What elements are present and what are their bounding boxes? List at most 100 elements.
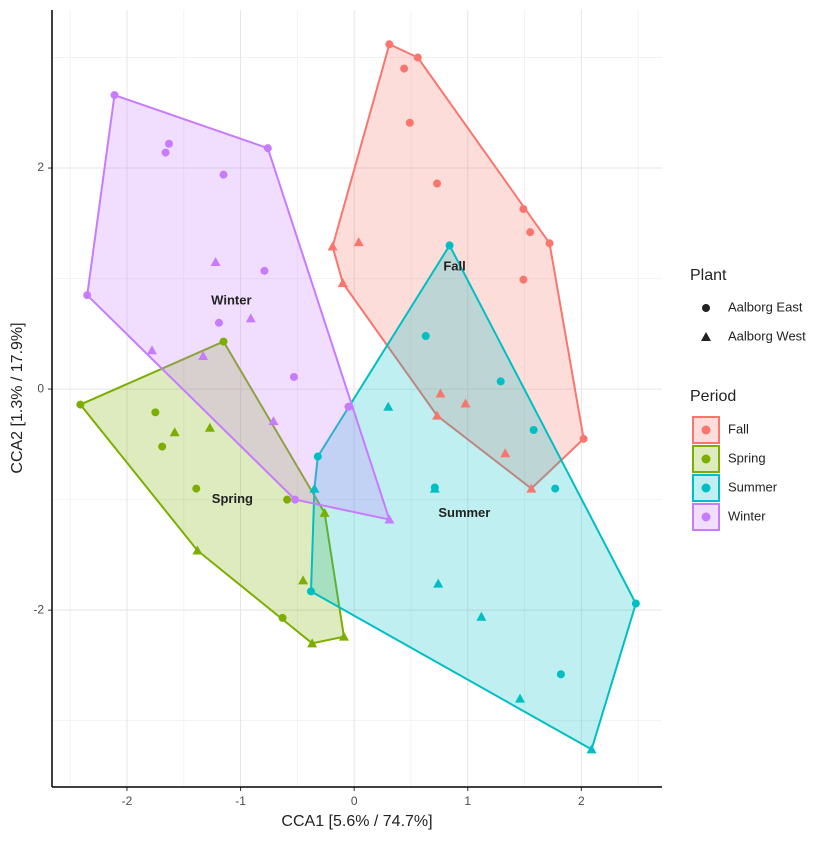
point xyxy=(110,91,119,100)
y-tick-label: 2 xyxy=(37,160,44,174)
x-tick-label: -1 xyxy=(235,794,246,808)
point xyxy=(327,241,338,251)
hulls xyxy=(78,42,637,751)
x-tick-label: -2 xyxy=(122,794,133,808)
point xyxy=(429,483,440,493)
point xyxy=(353,237,364,247)
group-label: Spring xyxy=(212,491,253,506)
point xyxy=(579,434,588,443)
group-label: Winter xyxy=(211,292,251,307)
point xyxy=(556,670,565,679)
point xyxy=(586,744,597,754)
group-label: Fall xyxy=(443,258,465,273)
point xyxy=(496,377,505,386)
point xyxy=(545,239,554,248)
point xyxy=(169,427,180,437)
point xyxy=(433,578,444,588)
legend-label: Aalborg West xyxy=(728,328,806,343)
point xyxy=(432,410,443,420)
x-tick-label: 2 xyxy=(578,794,585,808)
point xyxy=(529,426,538,434)
point xyxy=(151,408,160,417)
point xyxy=(519,204,528,213)
point xyxy=(421,332,430,341)
legend-symbol xyxy=(701,332,711,341)
legend-label: Spring xyxy=(728,450,766,465)
point xyxy=(289,372,298,381)
legend-key xyxy=(692,416,720,444)
point xyxy=(165,139,174,148)
point xyxy=(433,179,442,188)
x-axis-title: CCA1 [5.6% / 74.7%] xyxy=(281,813,432,830)
point xyxy=(146,345,157,355)
point xyxy=(526,228,535,237)
point xyxy=(309,483,320,493)
point xyxy=(460,398,471,408)
point xyxy=(192,545,203,555)
point xyxy=(283,495,292,504)
point xyxy=(192,484,201,493)
point xyxy=(384,514,395,524)
legend-label: Aalborg East xyxy=(728,299,803,314)
point xyxy=(260,266,269,275)
points xyxy=(76,40,640,754)
legend-symbol xyxy=(701,512,711,522)
point xyxy=(526,483,537,493)
x-tick-label: 0 xyxy=(351,794,358,808)
point xyxy=(338,631,349,641)
point xyxy=(313,452,322,461)
point xyxy=(161,148,170,157)
point xyxy=(476,611,487,621)
point xyxy=(413,53,422,62)
y-axis-title: CCA2 [1.3% / 17.9%] xyxy=(9,322,26,473)
point xyxy=(383,401,394,411)
point xyxy=(319,507,330,517)
point xyxy=(268,416,279,426)
y-tick-label: -2 xyxy=(33,602,44,616)
point xyxy=(405,118,414,127)
point xyxy=(83,291,92,300)
point xyxy=(263,144,272,153)
point xyxy=(245,313,256,323)
point xyxy=(515,693,526,703)
point xyxy=(519,275,528,284)
point xyxy=(631,599,640,608)
legend-label: Fall xyxy=(728,421,749,436)
legend-title: Plant xyxy=(690,267,727,284)
point xyxy=(204,422,215,432)
point xyxy=(76,400,85,409)
legend-symbol xyxy=(701,483,711,493)
legend-title: Period xyxy=(690,388,736,405)
legend-symbol xyxy=(701,425,711,435)
point xyxy=(551,484,560,493)
group-label: Summer xyxy=(438,505,490,520)
group-labels: Fall Spring Summer Winter xyxy=(211,258,490,519)
point xyxy=(306,587,315,596)
x-tick-label: 1 xyxy=(464,794,471,808)
hull xyxy=(86,93,391,521)
point xyxy=(337,278,348,287)
point xyxy=(385,40,394,49)
legend-key xyxy=(692,474,720,502)
legend-symbol xyxy=(701,454,711,464)
point xyxy=(219,337,228,346)
point xyxy=(219,170,228,179)
point xyxy=(214,318,223,327)
legend-symbol xyxy=(702,304,710,312)
point xyxy=(278,613,287,622)
point xyxy=(344,402,353,411)
point xyxy=(158,442,167,451)
point xyxy=(198,350,209,360)
point xyxy=(307,638,318,648)
point xyxy=(298,575,309,585)
point xyxy=(210,257,221,266)
legend-label: Summer xyxy=(728,479,778,494)
point xyxy=(445,241,454,250)
legend-label: Winter xyxy=(728,508,766,523)
point xyxy=(435,388,446,398)
y-tick-label: 0 xyxy=(37,381,44,395)
point xyxy=(291,495,300,504)
point xyxy=(500,448,511,458)
point xyxy=(400,64,409,73)
